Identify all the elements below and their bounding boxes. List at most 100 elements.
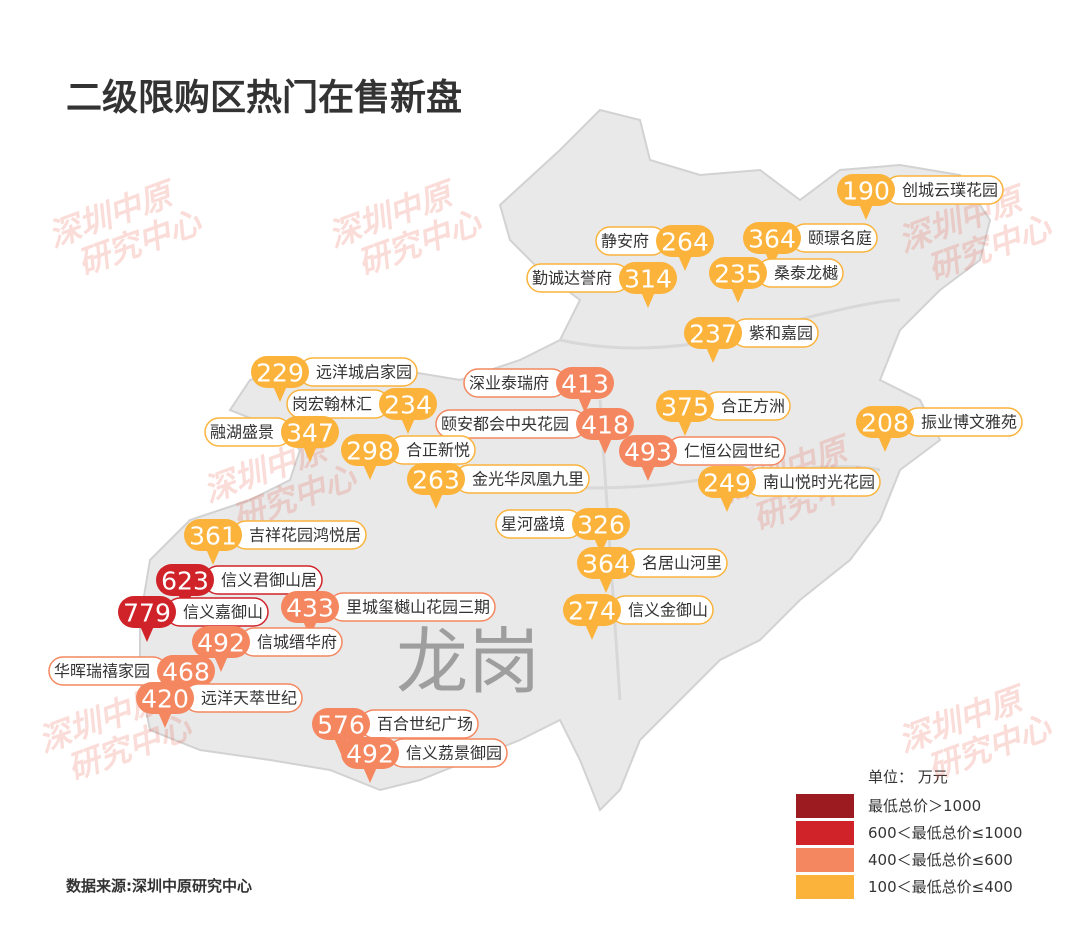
price-badge <box>379 388 437 420</box>
pointer <box>731 287 745 303</box>
district-label: 龙岗 <box>396 620 540 704</box>
pointer <box>878 436 892 452</box>
marker-value: 492 <box>346 740 394 769</box>
pointer <box>594 538 608 554</box>
pointer <box>599 577 613 593</box>
marker: 颐璟名庭 364 <box>743 222 878 268</box>
marker-value: 413 <box>561 370 609 399</box>
pointer <box>678 420 692 436</box>
legend-label: 600＜最低总价≤1000 <box>868 824 1022 842</box>
marker-value: 347 <box>286 419 334 448</box>
legend-label: 最低总价＞1000 <box>868 797 981 815</box>
marker: 勤诚达誉府 314 <box>526 262 677 308</box>
marker: 仁恒公园世纪 493 <box>619 435 786 481</box>
marker-value: 234 <box>384 391 432 420</box>
marker-name: 颐安都会中央花园 <box>441 415 569 434</box>
marker: 信城缙华府 492 <box>192 626 343 672</box>
pointer <box>363 464 377 480</box>
price-badge <box>157 655 215 687</box>
marker: 星河盛境 326 <box>495 508 630 554</box>
marker-name: 里城玺樾山花园三期 <box>346 598 490 617</box>
pointer <box>273 386 287 402</box>
price-badge <box>341 434 399 466</box>
marker-name: 华晖瑞禧家园 <box>54 662 150 681</box>
pointer <box>429 493 443 509</box>
pointer <box>363 767 377 783</box>
legend-label: 100＜最低总价≤400 <box>868 878 1013 896</box>
watermark: 深圳中原研究中心 <box>43 173 206 282</box>
pointer <box>706 347 720 363</box>
pointer <box>585 624 599 640</box>
marker-name: 南山悦时光花园 <box>763 473 875 492</box>
price-badge <box>656 225 714 257</box>
marker: 信义金御山 274 <box>563 594 714 640</box>
legend-swatch <box>796 875 854 899</box>
marker-value: 364 <box>582 550 630 579</box>
marker: 融湖盛景 347 <box>204 416 339 462</box>
marker-name: 静安府 <box>601 232 649 251</box>
marker: 南山悦时光花园 249 <box>698 466 881 512</box>
marker-value: 779 <box>123 599 171 628</box>
marker: 里城玺樾山花园三期 433 <box>281 591 496 637</box>
legend-swatch <box>796 821 854 845</box>
marker: 信义荔景御园 492 <box>341 737 508 783</box>
marker: 信义君御山居 623 <box>156 564 323 610</box>
marker: 金光华凤凰九里 263 <box>407 463 590 509</box>
price-badge <box>184 519 242 551</box>
price-badge <box>156 564 214 596</box>
price-badge <box>407 463 465 495</box>
marker-value: 623 <box>161 567 209 596</box>
marker-value: 208 <box>861 409 909 438</box>
pointer <box>578 397 592 413</box>
price-badge <box>118 596 176 628</box>
marker-value: 263 <box>412 466 460 495</box>
pointer <box>214 656 228 672</box>
marker-value: 237 <box>689 320 737 349</box>
pointer <box>206 549 220 565</box>
marker-name: 信义荔景御园 <box>406 744 502 763</box>
marker-value: 375 <box>661 393 709 422</box>
marker-name: 岗宏翰林汇 <box>292 395 372 414</box>
price-badge <box>136 682 194 714</box>
pointer <box>158 712 172 728</box>
pointer <box>720 496 734 512</box>
marker-value: 492 <box>197 629 245 658</box>
marker-name: 桑泰龙樾 <box>774 264 838 283</box>
price-badge <box>619 262 677 294</box>
legend-unit: 单位： 万元 <box>868 768 948 786</box>
pointer <box>641 292 655 308</box>
price-badge <box>576 408 634 440</box>
marker-name: 信义金御山 <box>628 601 708 620</box>
marker-value: 493 <box>624 438 672 467</box>
marker-value: 235 <box>714 260 762 289</box>
marker-name: 名居山河里 <box>642 554 722 573</box>
marker-name: 紫和嘉园 <box>749 324 813 343</box>
price-badge <box>684 317 742 349</box>
price-badge <box>709 257 767 289</box>
marker-name: 信城缙华府 <box>257 633 337 652</box>
price-badge <box>577 547 635 579</box>
marker: 岗宏翰林汇 234 <box>286 388 437 434</box>
source: 数据来源:深圳中原研究中心 <box>66 877 252 895</box>
price-badge <box>619 435 677 467</box>
marker-value: 298 <box>346 437 394 466</box>
marker-value: 274 <box>568 597 616 626</box>
marker: 静安府 264 <box>595 225 714 271</box>
marker-name: 合正新悦 <box>406 441 470 460</box>
marker-value: 229 <box>256 359 304 388</box>
marker: 深业泰瑞府 413 <box>463 367 614 413</box>
marker: 创城云璞花园 190 <box>837 174 1004 220</box>
marker-value: 433 <box>286 594 334 623</box>
price-badge <box>556 367 614 399</box>
price-badge <box>251 356 309 388</box>
marker-name: 融湖盛景 <box>210 423 274 442</box>
marker: 信义嘉御山 779 <box>118 596 269 642</box>
marker-name: 振业博文雅苑 <box>921 413 1017 432</box>
pointer <box>641 465 655 481</box>
marker-value: 576 <box>317 711 365 740</box>
marker: 华晖瑞禧家园 468 <box>48 655 215 701</box>
pointer <box>303 446 317 462</box>
price-badge <box>743 222 801 254</box>
